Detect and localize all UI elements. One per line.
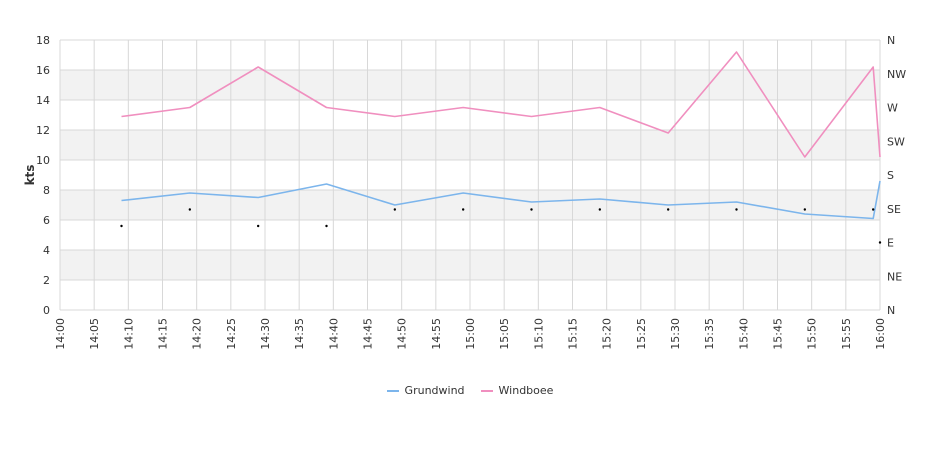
y-axis-label: kts	[23, 165, 37, 186]
direction-point	[598, 208, 602, 211]
series-line-windboee	[121, 51, 881, 158]
x-tick-label: 14:50	[396, 318, 409, 350]
x-tick-label: 14:35	[293, 318, 306, 350]
x-tick-label: 14:20	[191, 318, 204, 350]
x-tick-label: 15:25	[635, 318, 648, 350]
x-tick-label: 14:40	[327, 318, 340, 350]
y2-tick-label: NE	[887, 270, 902, 283]
direction-point	[256, 224, 260, 228]
y2-axis-ticks: N NE E SE S SW W NW N	[887, 34, 906, 317]
x-tick-label: 15:55	[840, 318, 853, 350]
y-tick-label: 12	[36, 124, 50, 137]
x-tick-label: 15:35	[703, 318, 716, 350]
x-tick-label: 15:45	[772, 318, 785, 350]
vertical-gridlines	[59, 40, 881, 310]
x-tick-label: 14:55	[430, 318, 443, 350]
y2-tick-label: W	[887, 102, 898, 115]
y2-tick-label: S	[887, 169, 894, 182]
x-tick-label: 15:20	[601, 318, 614, 350]
x-tick-label: 15:50	[806, 318, 819, 350]
direction-point	[666, 208, 670, 211]
direction-point	[325, 224, 328, 228]
direction-point	[735, 208, 738, 211]
direction-point	[878, 241, 882, 244]
x-tick-label: 15:00	[464, 318, 477, 350]
x-tick-label: 14:00	[54, 318, 67, 350]
x-tick-label: 14:10	[122, 318, 135, 350]
direction-point	[461, 208, 465, 211]
legend-label-grundwind: Grundwind	[404, 384, 465, 397]
y-tick-label: 8	[43, 184, 50, 197]
series-layer	[120, 51, 882, 244]
x-tick-label: 15:05	[498, 318, 511, 350]
direction-point	[871, 208, 875, 211]
x-tick-label: 15:30	[669, 318, 682, 350]
legend-label-windboee: Windboee	[498, 384, 554, 397]
x-tick-label: 14:45	[362, 318, 375, 350]
y-tick-label: 16	[36, 64, 50, 77]
legend-item-grundwind[interactable]: Grundwind	[386, 384, 465, 397]
x-tick-label: 15:15	[567, 318, 580, 350]
y-tick-label: 10	[36, 154, 50, 167]
y2-tick-label: NW	[887, 68, 906, 81]
y-tick-label: 0	[43, 304, 50, 317]
y2-tick-label: SE	[887, 203, 901, 216]
y-tick-label: 4	[43, 244, 50, 257]
direction-point	[188, 208, 192, 211]
x-tick-label: 15:10	[532, 318, 545, 350]
direction-point	[120, 224, 123, 228]
series-line-grundwind	[121, 180, 881, 220]
y2-tick-label: SW	[887, 135, 905, 148]
y-axis-ticks: 0 2 4 6 8 10 12 14 16 18	[36, 34, 50, 317]
x-tick-label: 14:30	[259, 318, 272, 350]
direction-point	[393, 208, 397, 211]
y-tick-label: 18	[36, 34, 50, 47]
y2-tick-label: E	[887, 237, 894, 250]
horizontal-gridlines	[60, 39, 880, 311]
x-tick-label: 14:25	[225, 318, 238, 350]
direction-point	[530, 208, 533, 211]
y-tick-label: 6	[43, 214, 50, 227]
x-tick-label: 15:40	[737, 318, 750, 350]
y2-tick-label: N	[887, 304, 895, 317]
legend-swatch-grundwind	[386, 389, 399, 392]
x-axis-ticks: 14:00 14:05 14:10 14:15 14:20 14:25 14:30 14:35…	[54, 318, 887, 350]
x-tick-label: 14:05	[88, 318, 101, 350]
legend-swatch-windboee	[480, 389, 493, 392]
y-tick-label: 14	[36, 94, 50, 107]
legend: Grundwind Windboee	[0, 384, 940, 397]
direction-point	[803, 208, 807, 211]
y-tick-label: 2	[43, 274, 50, 287]
x-tick-label: 16:00	[874, 318, 887, 350]
x-tick-label: 14:15	[157, 318, 170, 350]
y2-tick-label: N	[887, 34, 895, 47]
legend-item-windboee[interactable]: Windboee	[480, 384, 554, 397]
